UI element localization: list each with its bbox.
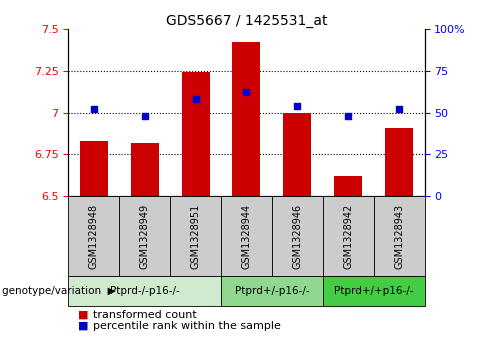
Point (192, 96, 200, 102)
Text: percentile rank within the sample: percentile rank within the sample (93, 321, 281, 331)
Text: GSM1328949: GSM1328949 (140, 203, 150, 269)
Text: GSM1328946: GSM1328946 (292, 203, 303, 269)
Text: genotype/variation  ▶: genotype/variation ▶ (2, 286, 116, 296)
Bar (182, 73, 209, 196)
Text: Ptprd+/+p16-/-: Ptprd+/+p16-/- (334, 286, 413, 296)
Text: GSM1328944: GSM1328944 (242, 203, 251, 269)
Point (90, 106, 98, 112)
Text: GSM1328948: GSM1328948 (89, 203, 99, 269)
Point (243, 90, 250, 95)
Bar (334, 176, 362, 196)
Bar (80, 141, 108, 196)
Bar (385, 127, 413, 196)
Bar (131, 143, 159, 196)
Text: transformed count: transformed count (93, 310, 197, 320)
Bar (284, 113, 311, 196)
Point (141, 113, 148, 119)
Title: GDS5667 / 1425531_at: GDS5667 / 1425531_at (166, 14, 327, 28)
Bar (232, 42, 261, 196)
Text: ■: ■ (78, 321, 89, 331)
Text: GSM1328942: GSM1328942 (343, 203, 353, 269)
Point (293, 103, 301, 109)
Text: Ptprd-/-p16-/-: Ptprd-/-p16-/- (110, 286, 180, 296)
Text: GSM1328943: GSM1328943 (394, 203, 404, 269)
Text: GSM1328951: GSM1328951 (190, 203, 201, 269)
Text: Ptprd+/-p16-/-: Ptprd+/-p16-/- (235, 286, 309, 296)
Text: ■: ■ (78, 310, 89, 320)
Point (345, 113, 352, 119)
Point (395, 106, 403, 112)
